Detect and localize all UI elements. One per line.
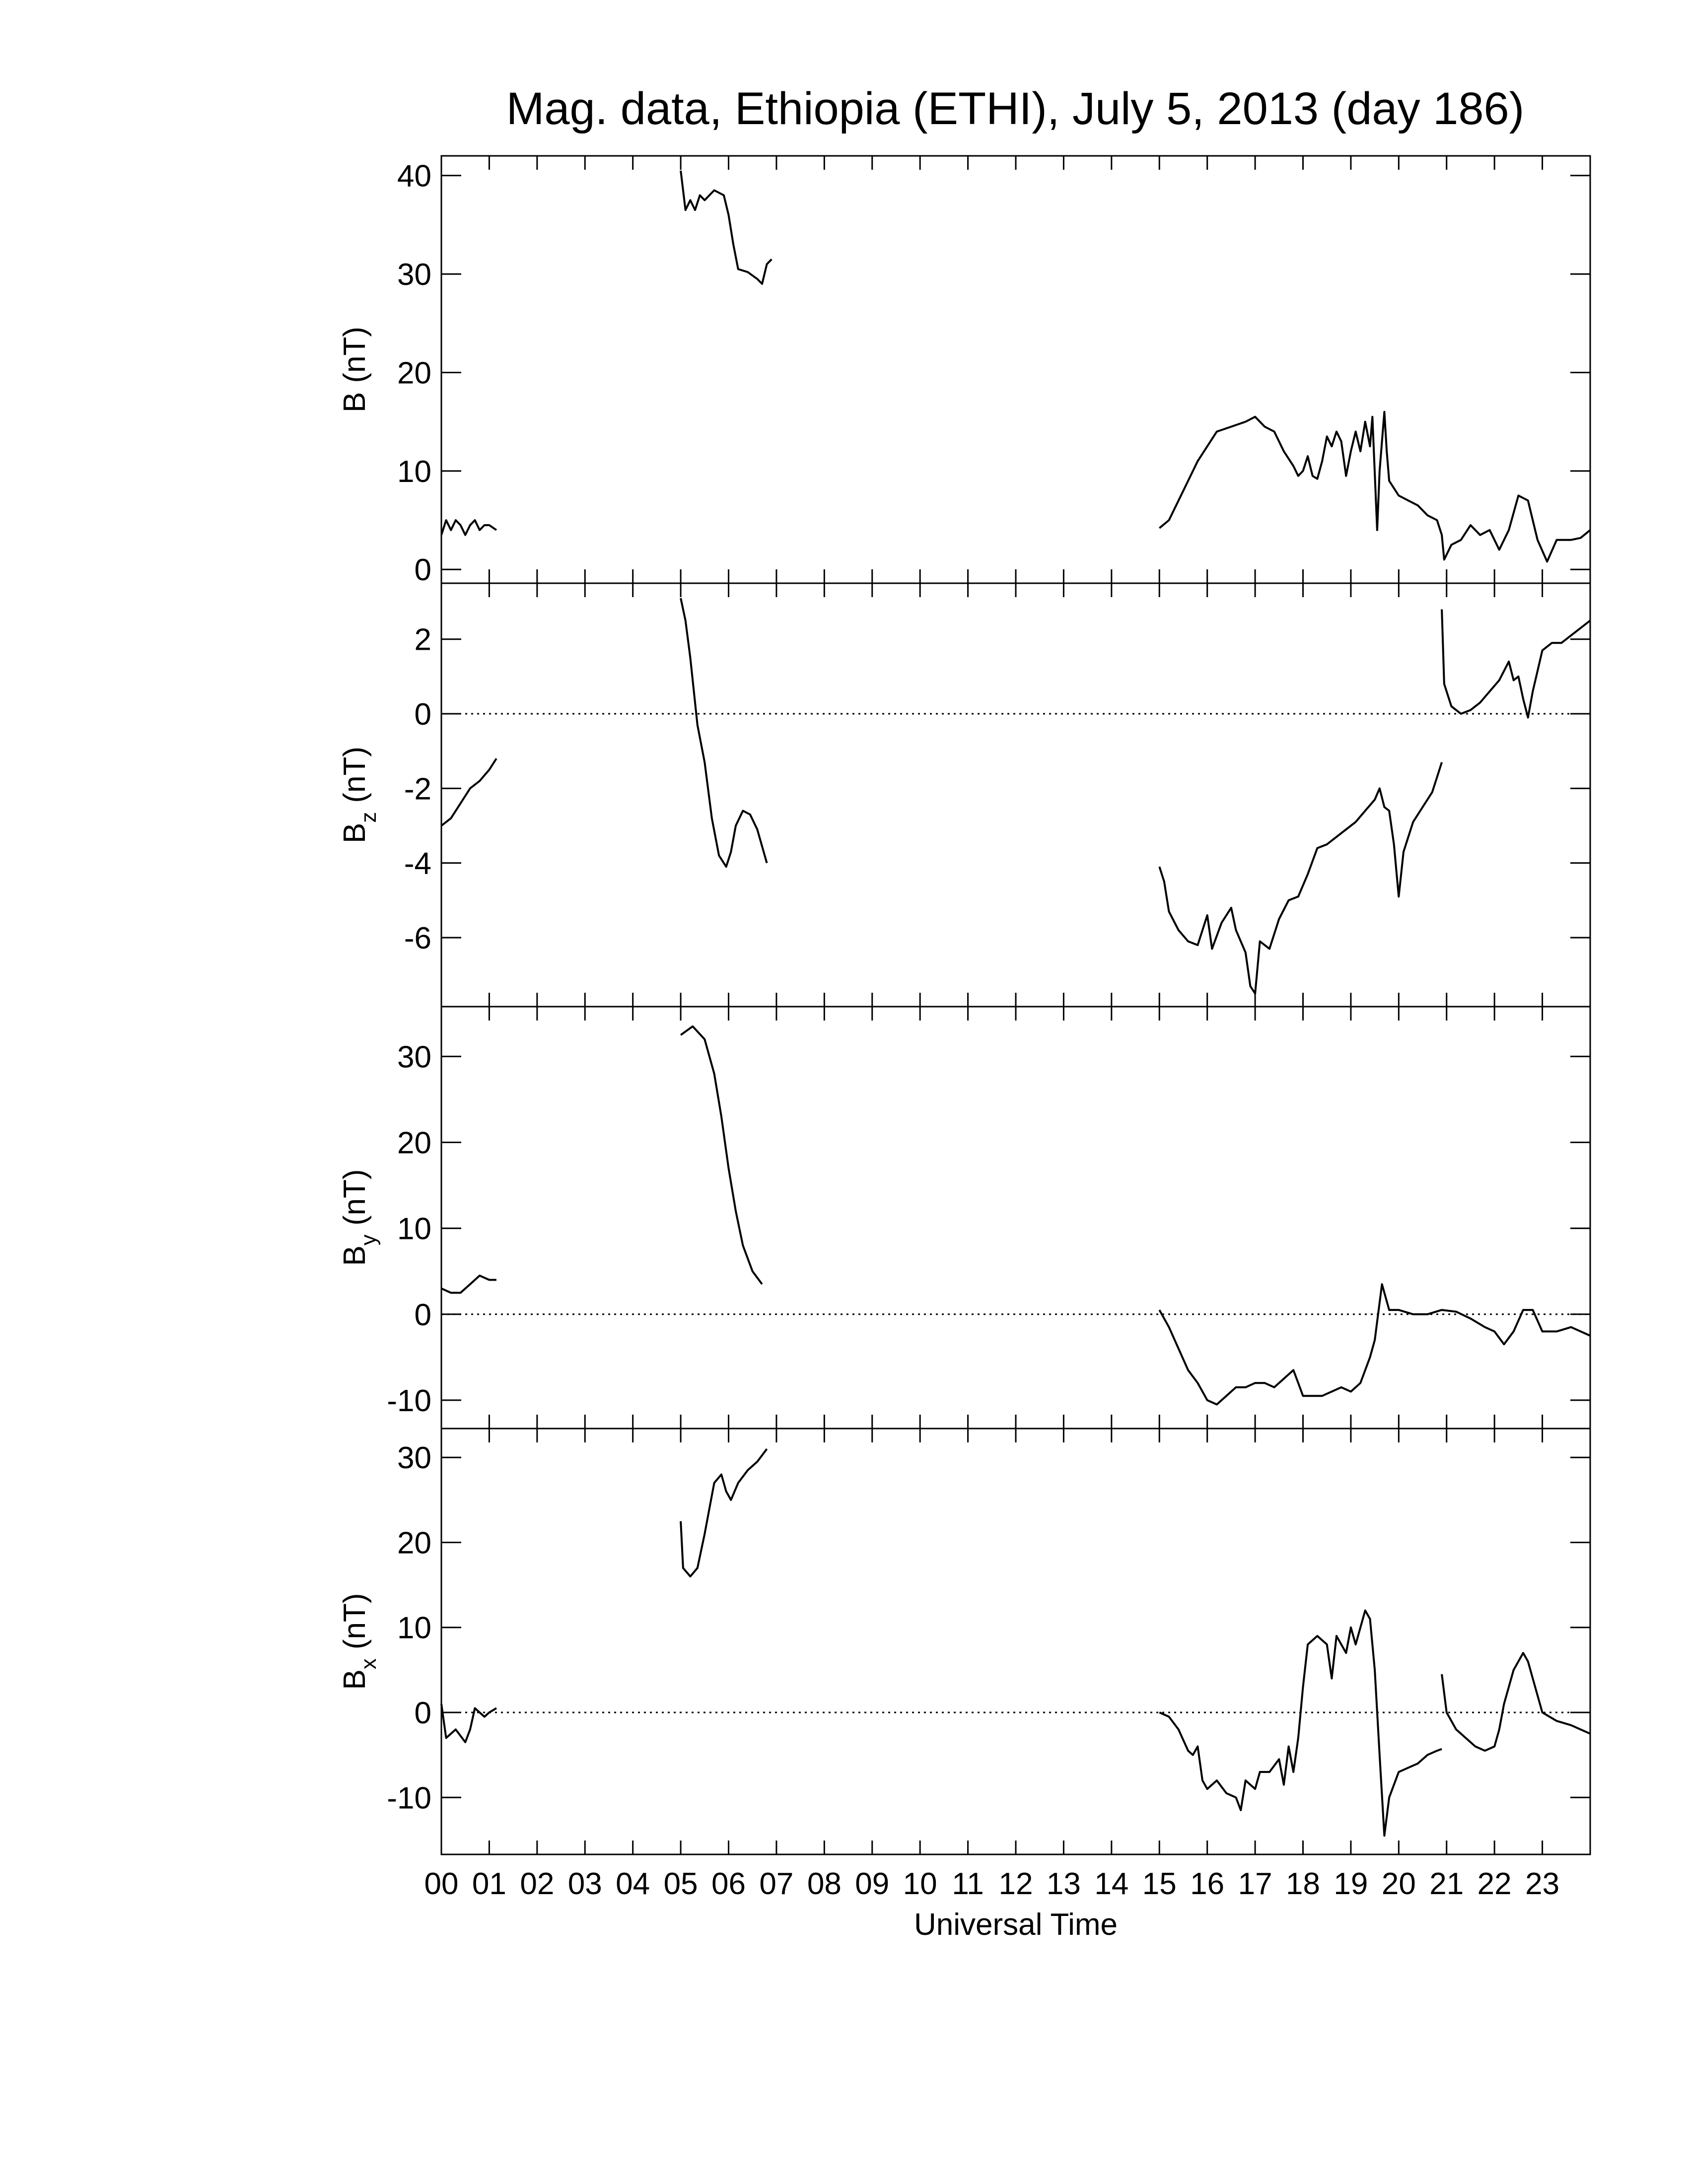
x-tick-label: 07 [759,1867,793,1901]
x-tick-label: 20 [1382,1867,1416,1901]
y-label-sub: z [356,812,381,823]
x-tick-label: 06 [711,1867,746,1901]
y-label-main: B [338,392,372,412]
y-tick-label: 40 [397,159,431,194]
y-tick-label: -2 [404,772,431,806]
y-tick-label: 30 [397,1441,431,1475]
y-tick-label: 2 [415,623,431,657]
x-tick-label: 13 [1047,1867,1081,1901]
x-tick-label: 22 [1477,1867,1512,1901]
y-tick-label: 10 [397,1611,431,1645]
y-tick-label: 0 [415,553,431,587]
y-tick-label: -10 [387,1384,431,1418]
y-tick-label: -10 [387,1781,431,1815]
data-line [441,1025,1591,1406]
x-tick-label: 08 [807,1867,842,1901]
y-tick-label: 30 [397,258,431,292]
x-tick-label: 10 [903,1867,937,1901]
y-tick-label: 20 [397,356,431,390]
x-tick-label: 17 [1238,1867,1272,1901]
chart-title: Mag. data, Ethiopia (ETHI), July 5, 2013… [506,83,1525,134]
y-label-sub: x [356,1658,381,1669]
x-axis-label: Universal Time [914,1908,1118,1942]
y-tick-label: 20 [397,1526,431,1560]
y-tick-label: 0 [415,1696,431,1730]
plot-frame [440,1006,1591,1430]
y-axis-label: B (nT) [338,327,372,412]
plot-frame [440,155,1591,584]
x-tick-label: 12 [999,1867,1033,1901]
x-tick-label: 03 [568,1867,602,1901]
x-tick-label: 02 [520,1867,554,1901]
plot-frame [440,582,1591,1008]
x-tick-label: 19 [1334,1867,1368,1901]
x-tick-label: 11 [952,1867,984,1901]
y-label-main: B [338,1669,372,1690]
y-label-main: B [338,823,372,843]
x-tick-label: 21 [1429,1867,1464,1901]
x-tick-label: 00 [424,1867,459,1901]
x-tick-label: 15 [1142,1867,1177,1901]
y-axis-label: Bz (nT) [338,747,381,843]
x-tick-label: 18 [1286,1867,1320,1901]
data-line [440,598,1591,995]
y-tick-label: 10 [397,455,431,489]
x-tick-label: 05 [664,1867,698,1901]
y-tick-label: 20 [397,1126,431,1160]
x-tick-label: 04 [616,1867,650,1901]
plot-frame [440,1428,1591,1855]
y-tick-label: 0 [415,697,431,732]
y-tick-label: 10 [397,1212,431,1246]
y-label-unit: (nT) [338,1593,372,1649]
x-tick-label: 01 [472,1867,506,1901]
y-tick-label: -6 [404,921,431,956]
y-label-main: B [338,1245,372,1266]
y-label-sub: y [356,1234,381,1245]
y-tick-label: 0 [415,1298,431,1332]
x-tick-label: 14 [1094,1867,1128,1901]
x-tick-label: 09 [855,1867,889,1901]
y-axis-label: Bx (nT) [338,1593,381,1690]
x-tick-label: 16 [1190,1867,1224,1901]
y-label-unit: (nT) [338,327,372,383]
x-tick-label: 23 [1525,1867,1559,1901]
y-label-unit: (nT) [338,747,372,803]
y-tick-label: 30 [397,1040,431,1074]
y-label-unit: (nT) [338,1169,372,1226]
y-tick-label: -4 [404,847,431,881]
y-axis-label: By (nT) [338,1169,381,1266]
data-line [440,1448,1591,1837]
data-line [440,170,1591,563]
